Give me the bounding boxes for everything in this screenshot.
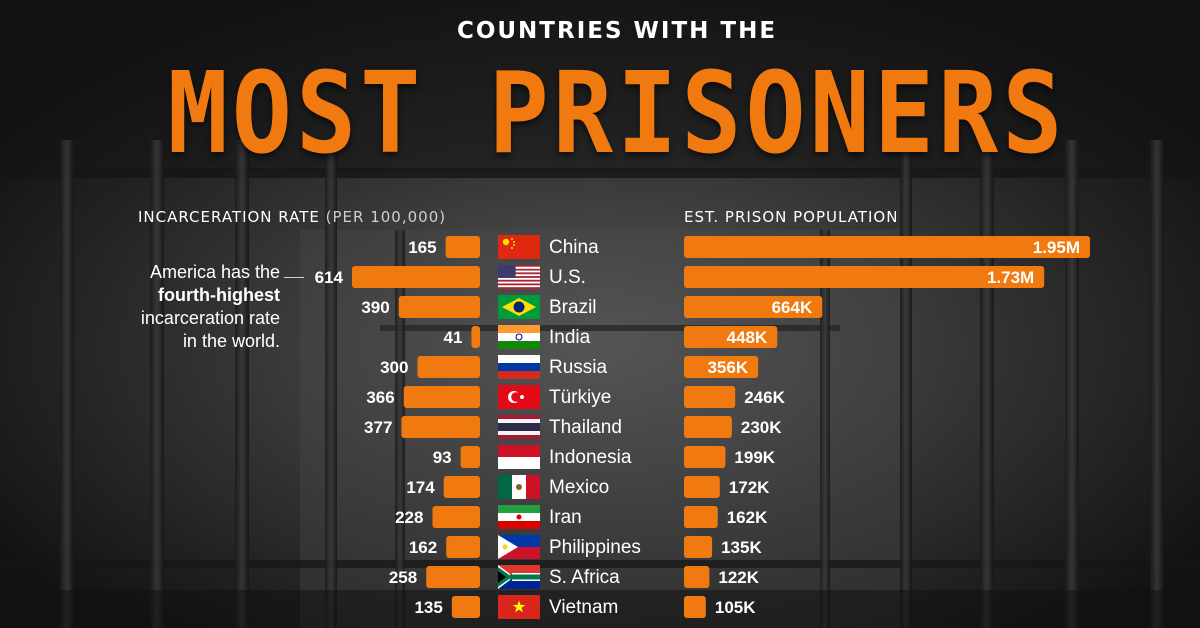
country-label: Iran bbox=[549, 507, 582, 528]
rate-bar bbox=[352, 266, 480, 288]
population-bar bbox=[684, 386, 736, 408]
chart-subtitle: COUNTRIES WITH THE bbox=[456, 18, 778, 44]
rate-bar bbox=[446, 536, 480, 558]
rate-bar bbox=[471, 326, 480, 348]
rate-value-label: 165 bbox=[408, 238, 436, 257]
right-axis-title: EST. PRISON POPULATION bbox=[684, 208, 899, 226]
population-value-label: 230K bbox=[741, 418, 782, 437]
population-value-label: 448K bbox=[727, 328, 768, 347]
brazil-flag-icon bbox=[498, 295, 540, 319]
population-value-label: 664K bbox=[772, 298, 813, 317]
rate-value-label: 377 bbox=[364, 418, 392, 437]
rate-value-label: 135 bbox=[414, 598, 442, 617]
country-label: Philippines bbox=[549, 537, 641, 558]
left-axis-title: INCARCERATION RATE (PER 100,000) bbox=[138, 208, 488, 226]
population-value-label: 246K bbox=[744, 388, 785, 407]
turkiye-flag-icon bbox=[498, 385, 540, 409]
rate-value-label: 174 bbox=[406, 478, 435, 497]
population-value-label: 1.95M bbox=[1033, 238, 1080, 257]
philippines-flag-icon bbox=[498, 535, 540, 559]
rate-value-label: 93 bbox=[433, 448, 452, 467]
rate-bar bbox=[401, 416, 480, 438]
china-flag-icon bbox=[498, 235, 540, 259]
population-bar bbox=[684, 266, 1045, 288]
indonesia-flag-icon bbox=[498, 445, 540, 469]
population-value-label: 105K bbox=[715, 598, 756, 617]
population-bar bbox=[684, 536, 713, 558]
rate-bar bbox=[432, 506, 480, 528]
population-value-label: 199K bbox=[734, 448, 775, 467]
rate-bar bbox=[426, 566, 480, 588]
country-label: U.S. bbox=[549, 267, 586, 288]
population-value-label: 135K bbox=[721, 538, 762, 557]
population-value-label: 122K bbox=[718, 568, 759, 587]
annotation-line-3: incarceration rate bbox=[140, 308, 280, 328]
country-label: Thailand bbox=[549, 417, 622, 438]
rate-value-label: 258 bbox=[389, 568, 417, 587]
population-bar bbox=[684, 566, 710, 588]
rate-bar bbox=[443, 476, 480, 498]
rate-value-label: 614 bbox=[315, 268, 344, 287]
rate-bar bbox=[460, 446, 480, 468]
rate-value-label: 390 bbox=[361, 298, 389, 317]
annotation-bold: fourth-highest bbox=[158, 285, 280, 305]
population-bar bbox=[684, 416, 732, 438]
rate-bar bbox=[451, 596, 480, 618]
mexico-flag-icon bbox=[498, 475, 540, 499]
rate-value-label: 41 bbox=[444, 328, 463, 347]
country-label: Brazil bbox=[549, 297, 597, 318]
country-label: Türkiye bbox=[549, 387, 611, 408]
population-bar bbox=[684, 296, 823, 318]
population-value-label: 356K bbox=[707, 358, 748, 377]
rate-value-label: 366 bbox=[366, 388, 394, 407]
chart-title: MOST PRISONERS bbox=[167, 47, 1067, 179]
rate-bar bbox=[445, 236, 480, 258]
annotation-line-2: fourth-highest bbox=[90, 284, 280, 307]
country-label: Mexico bbox=[549, 477, 609, 498]
country-label: S. Africa bbox=[549, 567, 620, 588]
rate-bar bbox=[398, 296, 480, 318]
population-value-label: 162K bbox=[727, 508, 768, 527]
rate-bar bbox=[417, 356, 480, 378]
population-bar bbox=[684, 236, 1090, 258]
left-axis-title-main: INCARCERATION RATE bbox=[138, 208, 320, 226]
vietnam-flag-icon bbox=[498, 595, 540, 619]
country-label: Indonesia bbox=[549, 447, 632, 468]
annotation-line-1: America has the bbox=[149, 262, 280, 282]
country-label: Russia bbox=[549, 357, 608, 378]
population-bar bbox=[684, 326, 778, 348]
country-label: Vietnam bbox=[549, 597, 618, 618]
country-label: China bbox=[549, 237, 599, 258]
russia-flag-icon bbox=[498, 355, 540, 379]
population-bar bbox=[684, 356, 759, 378]
population-bar bbox=[684, 446, 726, 468]
population-value-label: 1.73M bbox=[987, 268, 1034, 287]
rate-value-label: 162 bbox=[409, 538, 437, 557]
annotation-line-4: in the world. bbox=[182, 331, 280, 351]
left-axis-title-unit: (PER 100,000) bbox=[325, 208, 447, 226]
iran-flag-icon bbox=[498, 505, 540, 529]
rate-value-label: 228 bbox=[395, 508, 423, 527]
thailand-flag-icon bbox=[498, 415, 540, 439]
rate-bar bbox=[403, 386, 480, 408]
country-label: India bbox=[549, 327, 591, 348]
population-value-label: 172K bbox=[729, 478, 770, 497]
us-flag-icon bbox=[498, 265, 540, 289]
annotation-connector bbox=[284, 277, 304, 278]
rate-value-label: 300 bbox=[380, 358, 408, 377]
population-bar bbox=[684, 596, 706, 618]
population-bar bbox=[684, 506, 718, 528]
south-africa-flag-icon bbox=[498, 565, 540, 589]
india-flag-icon bbox=[498, 325, 540, 349]
population-bar bbox=[684, 476, 720, 498]
us-annotation: America has the fourth-highest incarcera… bbox=[90, 261, 280, 353]
